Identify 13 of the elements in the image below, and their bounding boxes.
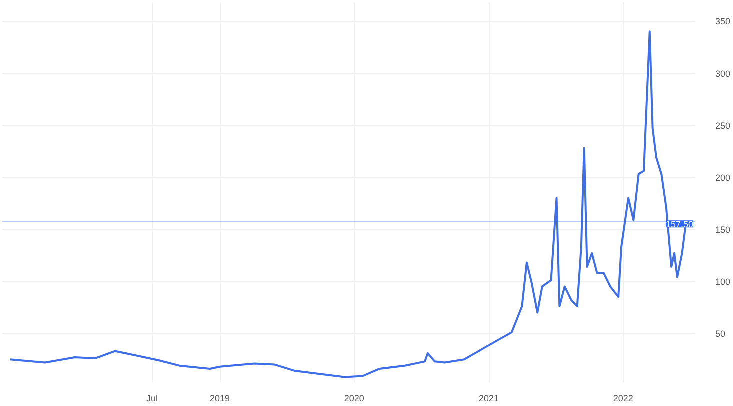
y-tick-label: 200 [716,172,731,183]
y-tick-label: 150 [716,224,731,235]
y-tick-label: 300 [716,68,731,79]
y-tick-label: 350 [716,16,731,27]
x-tick-label: 2019 [210,394,230,404]
y-tick-label: 50 [716,329,726,340]
y-tick-label: 250 [716,120,731,131]
ref-line-label: 157.50 [666,220,694,230]
x-tick-label: 2020 [344,394,364,404]
x-tick-label: 2021 [479,394,500,404]
y-tick-label: 100 [716,277,731,288]
x-tick-label: Jul [146,394,158,404]
x-tick-label: 2022 [613,394,634,404]
